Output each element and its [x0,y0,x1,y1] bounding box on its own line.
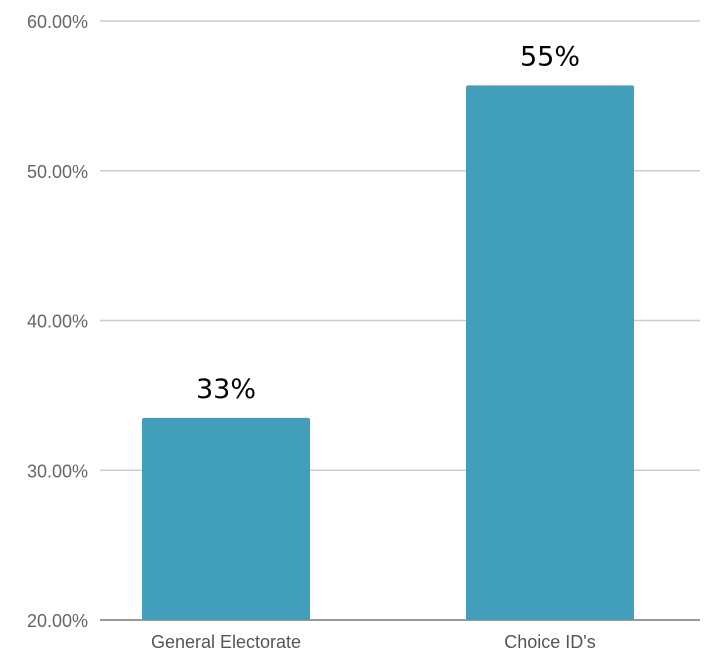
bar [466,85,634,620]
bar [142,417,310,620]
y-tick-label: 40.00% [27,312,88,332]
data-label: 55% [520,41,580,72]
data-label: 33% [196,374,256,405]
y-tick-label: 60.00% [27,12,88,32]
y-tick-label: 50.00% [27,162,88,182]
x-category-label: Choice ID's [504,632,595,652]
x-category-label: General Electorate [151,632,301,652]
y-axis-tick-labels: 20.00% 30.00% 40.00% 50.00% 60.00% [27,12,88,631]
x-axis-category-labels: General Electorate Choice ID's [151,632,596,652]
y-tick-label: 20.00% [27,611,88,631]
y-tick-label: 30.00% [27,461,88,481]
bars [142,85,634,620]
data-labels: 33% 55% [196,41,580,404]
